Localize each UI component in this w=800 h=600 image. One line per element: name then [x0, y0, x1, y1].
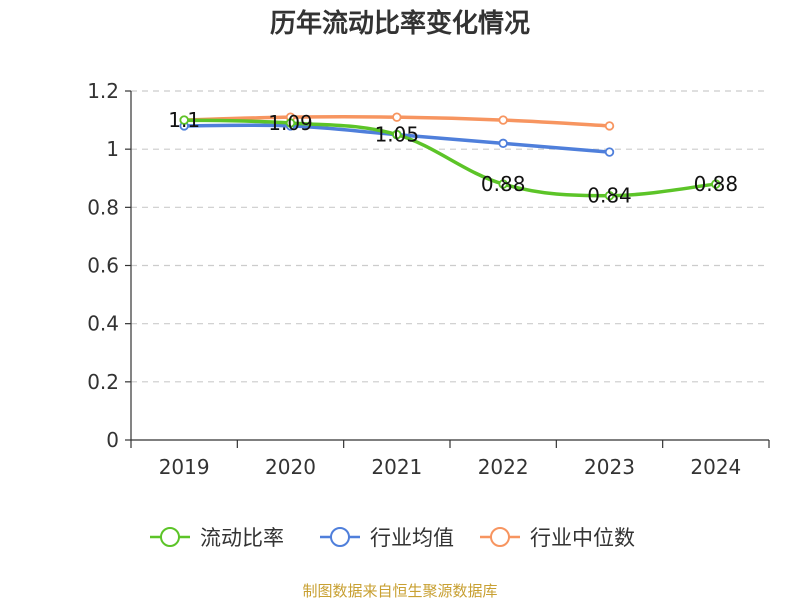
y-tick-label: 1 — [106, 137, 119, 161]
y-tick-label: 0.6 — [87, 254, 119, 278]
data-label: 1.09 — [268, 111, 313, 135]
legend-marker — [160, 527, 180, 547]
legend-label: 行业中位数 — [530, 526, 635, 550]
legend-item-0[interactable]: 流动比率 — [150, 526, 284, 550]
data-labels: 1.1 1.09 1.05 0.88 0.84 0.88 — [168, 108, 738, 208]
y-tick-label: 0.8 — [87, 195, 119, 219]
legend-label: 行业均值 — [370, 526, 454, 550]
series-1-point — [604, 147, 615, 157]
series-line-0 — [182, 118, 718, 198]
series-0-point — [179, 115, 189, 125]
legend-item-1[interactable]: 行业均值 — [320, 526, 454, 550]
series-0-point — [498, 179, 508, 189]
x-tick-label: 2024 — [690, 455, 741, 479]
series-0-point — [604, 190, 615, 201]
source-note: 制图数据来自恒生聚源数据库 — [302, 582, 497, 600]
series-2-point — [604, 121, 615, 131]
series-0-point — [285, 118, 296, 128]
axes: 0 0.2 0.4 0.6 0.8 1 1.2 2019 2020 2021 2022 2023 202… — [87, 79, 770, 479]
series-0-point — [392, 129, 402, 140]
x-tick-label: 2020 — [265, 455, 316, 479]
x-tick-label: 2022 — [478, 455, 529, 479]
data-label: 1.1 — [168, 108, 200, 132]
x-tick-label: 2021 — [371, 455, 422, 479]
legend-marker — [490, 527, 510, 547]
series-lines — [179, 112, 721, 201]
series-2-point — [498, 115, 508, 125]
data-label: 0.88 — [694, 172, 739, 196]
legend-label: 流动比率 — [200, 526, 284, 550]
x-tick-label: 2023 — [584, 455, 635, 479]
y-tick-label: 0.4 — [87, 312, 119, 336]
legend-item-2[interactable]: 行业中位数 — [480, 526, 635, 550]
x-tick-label: 2019 — [159, 455, 210, 479]
y-tick-label: 0.2 — [87, 370, 119, 394]
data-label: 1.05 — [375, 123, 420, 147]
y-tick-label: 0 — [106, 428, 119, 452]
grid-lines — [131, 90, 769, 383]
series-2-point — [392, 112, 402, 122]
data-label: 0.88 — [481, 172, 526, 196]
legend: 流动比率 行业均值 行业中位数 — [150, 526, 635, 550]
series-0-point — [711, 179, 721, 189]
legend-marker — [330, 527, 350, 547]
y-tick-label: 1.2 — [87, 79, 119, 103]
chart-title: 历年流动比率变化情况 — [270, 8, 530, 39]
data-label: 0.84 — [587, 184, 632, 208]
series-1-point — [498, 138, 508, 149]
